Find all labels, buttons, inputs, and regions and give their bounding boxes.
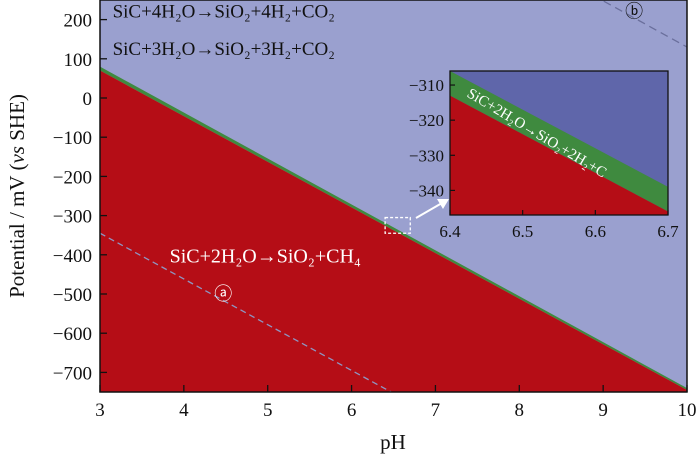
inset-boundary-band [450,71,668,212]
inset-y-tick-label: −320 [409,111,444,130]
plot-frame [99,0,688,393]
y-tick-label: −200 [53,167,92,188]
y-tick-label: −700 [53,363,92,384]
marker-b: ⓑ [625,2,643,22]
boundary-band [100,66,687,391]
y-axis-title: Potential / mV (vs SHE) [5,94,29,298]
inset-x-tick-label: 6.6 [585,222,606,241]
inset-y-tick-label: −340 [409,181,444,200]
x-tick-label: 5 [263,400,273,421]
y-tick-label: 200 [64,11,93,32]
marker-a: ⓐ [214,284,232,304]
dashed-line-a [100,232,393,392]
x-tick-label: 6 [347,400,357,421]
inset-frame [449,70,669,216]
lower-region [100,70,687,392]
y-tick-label: −300 [53,207,92,228]
x-axis-title: pH [380,430,406,454]
zoom-arrow [415,202,443,219]
inset-x-tick-label: 6.7 [657,222,679,241]
zoom-arrowhead [437,199,449,209]
y-tick-label: −500 [53,285,92,306]
x-tick-label: 3 [95,400,105,421]
x-tick-label: 9 [598,400,608,421]
region-label-3h2o: SiC+3H₂O→SiO₂+3H₂+CO₂ [113,39,335,60]
main-axis-ticks: 3 4 5 6 7 8 9 10 200 100 0 −100 −200 −300 −400 −500 −600… [53,11,697,421]
inset-y-tick-label: −330 [409,146,444,165]
inset-x-tick-label: 6.4 [439,222,461,241]
inset-axis-ticks: 6.4 6.5 6.6 6.7 −310 −320 −330 −340 [409,76,679,241]
y-tick-label: −400 [53,246,92,267]
y-tick-label: −100 [53,128,92,149]
dashed-line-b [600,0,687,48]
y-tick-label: 0 [83,89,93,110]
inset-y-tick-label: −310 [409,76,444,95]
inset-x-tick-label: 6.5 [512,222,533,241]
y-tick-label: −600 [53,324,92,345]
y-axis-title-pre: Potential / mV ( [5,164,29,298]
x-tick-label: 8 [515,400,525,421]
zoom-source-box [384,216,411,234]
x-tick-label: 4 [179,400,189,421]
region-label-ch4: SiC+2H₂O→SiO₂+CH₄ [170,246,361,268]
x-tick-label: 7 [431,400,441,421]
region-label-4h2o: SiC+4H₂O→SiO₂+4H₂+CO₂ [113,2,335,23]
y-tick-label: 100 [64,50,93,71]
y-axis-title-post: SHE) [5,94,29,146]
inset-lower-region [450,95,668,215]
x-tick-label: 10 [678,400,697,421]
y-axis-title-vs: vs [5,146,29,164]
